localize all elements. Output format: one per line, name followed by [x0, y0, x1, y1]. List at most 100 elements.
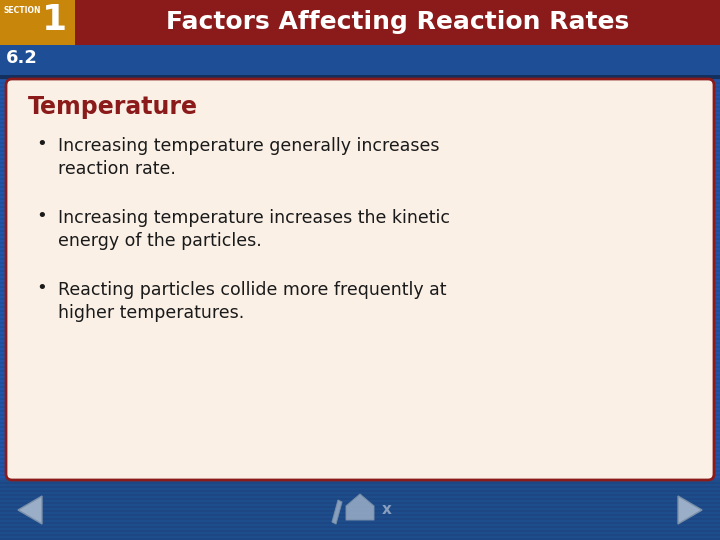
- Text: •: •: [36, 279, 47, 297]
- Bar: [0, 450, 720, 452]
- Bar: [0, 530, 720, 532]
- Bar: [0, 486, 720, 488]
- Bar: [0, 474, 720, 476]
- Bar: [0, 362, 720, 364]
- Text: •: •: [36, 135, 47, 153]
- Bar: [0, 490, 720, 492]
- Bar: [0, 326, 720, 328]
- Bar: [0, 226, 720, 228]
- Bar: [0, 350, 720, 352]
- Bar: [0, 258, 720, 260]
- Bar: [0, 278, 720, 280]
- Bar: [0, 466, 720, 468]
- Bar: [0, 306, 720, 308]
- Bar: [0, 314, 720, 316]
- Text: Factors Affecting Reaction Rates: Factors Affecting Reaction Rates: [166, 10, 629, 35]
- Bar: [0, 142, 720, 144]
- Bar: [0, 502, 720, 504]
- Bar: [0, 494, 720, 496]
- Bar: [0, 518, 720, 520]
- Bar: [0, 382, 720, 384]
- Bar: [0, 298, 720, 300]
- Bar: [0, 430, 720, 432]
- Bar: [0, 482, 720, 484]
- Bar: [0, 374, 720, 376]
- Bar: [0, 98, 720, 100]
- Polygon shape: [18, 496, 42, 524]
- Bar: [0, 480, 720, 540]
- Bar: [0, 470, 720, 472]
- Bar: [0, 266, 720, 268]
- Bar: [0, 282, 720, 284]
- Bar: [0, 442, 720, 444]
- Bar: [0, 45, 720, 75]
- Bar: [0, 138, 720, 140]
- Bar: [0, 122, 720, 124]
- Bar: [0, 250, 720, 252]
- Bar: [0, 234, 720, 236]
- Bar: [0, 194, 720, 196]
- Bar: [0, 102, 720, 104]
- Bar: [0, 182, 720, 184]
- Bar: [0, 75, 720, 79]
- Bar: [0, 270, 720, 272]
- Bar: [0, 170, 720, 172]
- Bar: [0, 418, 720, 420]
- Bar: [0, 262, 720, 264]
- Bar: [0, 162, 720, 164]
- Bar: [0, 0, 75, 45]
- Bar: [0, 190, 720, 192]
- Bar: [0, 302, 720, 304]
- Polygon shape: [346, 494, 374, 520]
- Bar: [0, 86, 720, 88]
- Bar: [0, 158, 720, 160]
- Bar: [0, 146, 720, 148]
- Polygon shape: [678, 496, 702, 524]
- Bar: [0, 406, 720, 408]
- Bar: [0, 126, 720, 128]
- Bar: [0, 426, 720, 428]
- Bar: [0, 242, 720, 244]
- Bar: [0, 438, 720, 440]
- Bar: [0, 230, 720, 232]
- Bar: [0, 290, 720, 292]
- Text: SECTION: SECTION: [3, 6, 40, 15]
- Bar: [0, 254, 720, 256]
- Bar: [0, 414, 720, 416]
- Bar: [0, 94, 720, 96]
- Bar: [0, 154, 720, 156]
- Bar: [0, 354, 720, 356]
- Bar: [0, 462, 720, 464]
- Bar: [0, 434, 720, 436]
- Bar: [0, 366, 720, 368]
- Bar: [0, 310, 720, 312]
- Bar: [0, 174, 720, 176]
- Text: Reacting particles collide more frequently at
higher temperatures.: Reacting particles collide more frequent…: [58, 281, 446, 322]
- Bar: [0, 286, 720, 288]
- Bar: [0, 454, 720, 456]
- Bar: [0, 206, 720, 208]
- Text: •: •: [36, 207, 47, 225]
- Text: Increasing temperature increases the kinetic
energy of the particles.: Increasing temperature increases the kin…: [58, 209, 450, 250]
- Bar: [0, 498, 720, 500]
- Bar: [0, 90, 720, 92]
- Bar: [0, 178, 720, 180]
- Bar: [0, 118, 720, 120]
- Bar: [0, 458, 720, 460]
- Bar: [0, 210, 720, 212]
- Bar: [0, 526, 720, 528]
- Bar: [0, 334, 720, 336]
- Bar: [0, 446, 720, 448]
- Bar: [0, 534, 720, 536]
- Bar: [0, 222, 720, 224]
- Bar: [0, 150, 720, 152]
- Bar: [0, 318, 720, 320]
- Bar: [0, 322, 720, 324]
- Bar: [0, 130, 720, 132]
- Bar: [0, 186, 720, 188]
- Bar: [0, 378, 720, 380]
- Bar: [0, 386, 720, 388]
- Text: 1: 1: [42, 3, 67, 37]
- Bar: [0, 346, 720, 348]
- Text: x: x: [382, 502, 392, 517]
